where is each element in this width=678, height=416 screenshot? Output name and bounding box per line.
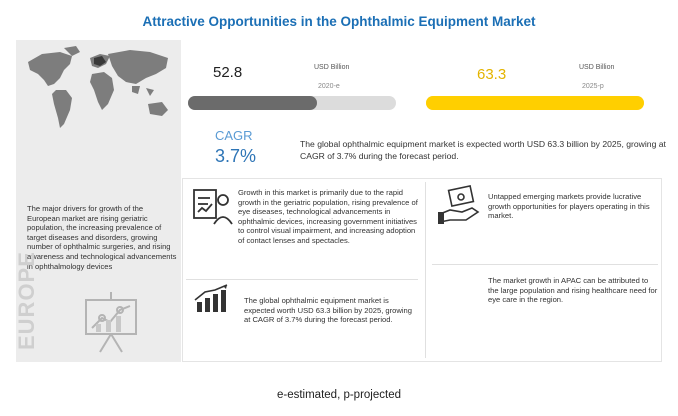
growth-drivers-text: Growth in this market is primarily due t…	[238, 188, 418, 245]
cagr-label: CAGR	[215, 128, 253, 143]
grid-divider-vertical	[425, 182, 426, 358]
unit-2020: USD Billion	[314, 64, 350, 71]
insights-grid	[182, 178, 662, 362]
apac-text: The market growth in APAC can be attribu…	[488, 276, 658, 305]
region-label: EUROPE	[14, 251, 39, 350]
value-2025: 63.3	[477, 66, 507, 83]
grid-divider-right	[432, 264, 658, 265]
money-hand-icon	[438, 184, 480, 224]
value-2020: 52.8	[213, 64, 243, 81]
market-summary: The global ophthalmic equipment market i…	[300, 139, 666, 161]
bar-2025	[426, 96, 644, 110]
page-title: Attractive Opportunities in the Ophthalm…	[142, 14, 536, 29]
bar-2020	[188, 96, 317, 110]
year-2020: 2020-e	[318, 83, 340, 90]
footnote: e-estimated, p-projected	[276, 389, 401, 401]
market-bars	[188, 96, 644, 110]
cagr-value: 3.7%	[215, 146, 257, 166]
year-2025: 2025-p	[582, 83, 604, 90]
unit-2025: USD Billion	[579, 64, 615, 71]
presentation-chart-icon	[85, 292, 137, 353]
doctor-chart-icon	[193, 189, 233, 225]
market-size-text: The global ophthalmic equipment market i…	[244, 296, 413, 325]
left-panel-europe: The major drivers for growth of the Euro…	[14, 40, 181, 362]
europe-drivers-text: The major drivers for growth of the Euro…	[27, 204, 177, 271]
bar-growth-icon	[194, 284, 228, 312]
grid-divider-left	[186, 279, 418, 280]
world-map-icon	[28, 46, 168, 128]
emerging-markets-text: Untapped emerging markets provide lucrat…	[488, 192, 650, 221]
